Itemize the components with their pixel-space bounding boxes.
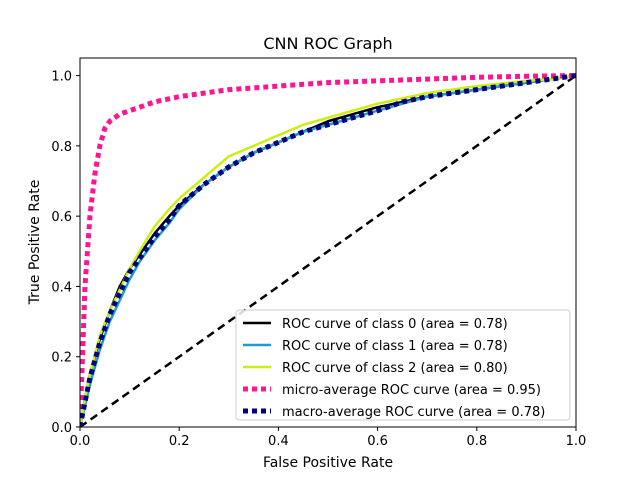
legend-label: macro-average ROC curve (area = 0.78)	[282, 405, 545, 420]
x-tick-label: 0.8	[466, 434, 487, 449]
y-tick-label: 0.6	[51, 210, 72, 225]
x-axis-ticks: 0.0 0.2 0.4 0.6 0.8 1.0	[70, 427, 587, 449]
legend-frame	[235, 309, 571, 421]
curves	[80, 73, 576, 427]
y-axis-ticks: 0.0 0.2 0.4 0.6 0.8 1.0	[51, 70, 80, 436]
y-tick-label: 0.4	[51, 280, 72, 295]
axes-frame	[79, 57, 577, 428]
x-tick-label: 0.4	[268, 434, 289, 449]
y-tick-label: 0.8	[51, 140, 72, 155]
x-tick-label: 0.0	[70, 434, 91, 449]
series-line-macro-average-roc-curve	[80, 73, 576, 427]
x-tick-label: 0.2	[169, 434, 190, 449]
legend: ROC curve of class 0 (area = 0.78) ROC cu…	[235, 309, 571, 421]
x-tick-label: 1.0	[566, 434, 587, 449]
plot-area	[79, 57, 577, 428]
legend-label: ROC curve of class 1 (area = 0.78)	[282, 339, 508, 354]
y-tick-label: 1.0	[51, 70, 72, 85]
legend-label: ROC curve of class 0 (area = 0.78)	[282, 317, 508, 332]
legend-label: ROC curve of class 2 (area = 0.80)	[282, 361, 508, 376]
y-tick-label: 0.0	[51, 421, 72, 436]
chart-title: CNN ROC Graph	[263, 34, 392, 53]
series-line-micro-average-roc-curve	[80, 73, 576, 427]
y-tick-label: 0.2	[51, 351, 72, 366]
legend-label: micro-average ROC curve (area = 0.95)	[282, 383, 541, 398]
reference-diagonal-line	[80, 74, 576, 427]
x-tick-label: 0.6	[367, 434, 388, 449]
y-axis-label: True Positive Rate	[27, 180, 43, 306]
x-axis-label: False Positive Rate	[263, 455, 393, 471]
